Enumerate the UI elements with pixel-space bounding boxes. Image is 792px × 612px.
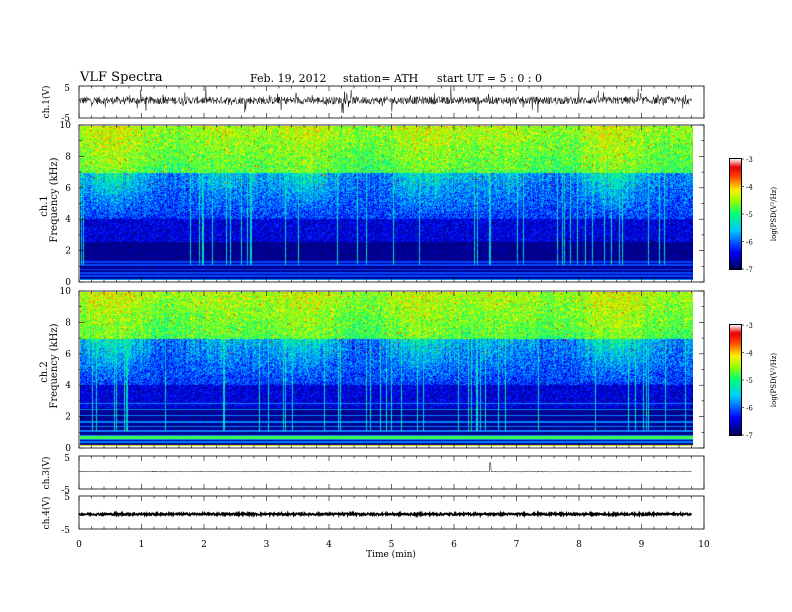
x-axis-label: Time (min): [366, 549, 416, 560]
ch1-ytick-bottom: -5: [61, 114, 70, 124]
ch1-colorbar: [729, 158, 742, 270]
chart-title: VLF Spectra: [80, 70, 163, 85]
ch1-ylabel: ch.1(V): [41, 86, 52, 119]
station-label: station= ATH: [343, 72, 419, 85]
x-axis: 0 1 2 3 4 5 6 7 8 9 10: [76, 540, 710, 550]
ch3-trace: [78, 462, 692, 473]
ch4-ylabel: ch.4(V): [41, 497, 52, 530]
ch3-ylabel: ch.3(V): [41, 457, 52, 490]
ch3-ytick-top: 5: [64, 454, 70, 464]
ch1-ytick-top: 5: [64, 84, 70, 94]
x-tick-label: 1: [139, 540, 145, 550]
x-tick-label: 2: [201, 540, 207, 550]
ch4-trace: [78, 510, 693, 519]
x-tick-label: 0: [76, 540, 82, 550]
ch4-ticks: [78, 496, 705, 529]
trace-line: [78, 510, 693, 519]
date-label: Feb. 19, 2012: [250, 72, 327, 85]
x-tick-label: 9: [639, 540, 645, 550]
x-tick-label: 7: [514, 540, 520, 550]
ch3-ytick-bottom: -5: [61, 486, 70, 496]
x-tick-label: 4: [326, 540, 332, 550]
ch2-colorbar: [729, 324, 742, 436]
ch3-ticks: [78, 456, 705, 489]
x-tick-label: 6: [451, 540, 457, 550]
ch1-trace: [78, 86, 692, 114]
trace-line: [78, 462, 692, 473]
ch4-ytick-top: 5: [64, 493, 70, 503]
trace-line: [78, 86, 692, 114]
start-time-label: start UT = 5 : 0 : 0: [437, 72, 543, 85]
ch1-ticks: [78, 86, 705, 118]
x-tick-label: 3: [264, 540, 270, 550]
x-tick-label: 5: [389, 540, 395, 550]
ch4-ytick-bottom: -5: [61, 526, 70, 536]
x-tick-label: 8: [576, 540, 582, 550]
x-tick-label: 10: [698, 540, 710, 550]
